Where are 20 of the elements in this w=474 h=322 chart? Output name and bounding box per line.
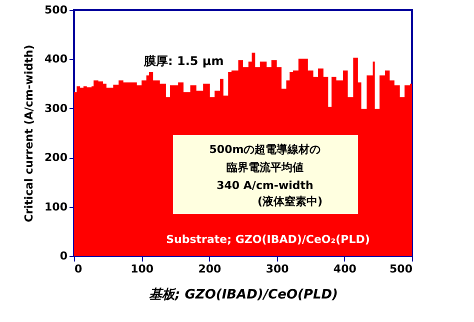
- annotation: 500mの超電導線材の: [209, 143, 321, 156]
- annotation: Substrate; GZO(IBAD)/CeO₂(PLD): [166, 233, 370, 246]
- x-tick-label: 0: [74, 262, 82, 276]
- annotation: (液体窒素中): [257, 195, 323, 208]
- x-tick-label: 500: [390, 262, 413, 276]
- annotation: 膜厚: 1.5 μm: [143, 54, 224, 68]
- y-tick-label: 400: [44, 52, 68, 66]
- annotation: 340 A/cm-width: [216, 179, 314, 192]
- annotation: 臨界電流平均値: [226, 161, 304, 174]
- y-tick-label: 200: [44, 151, 68, 164]
- y-tick-label: 300: [44, 102, 68, 115]
- y-tick-label: 500: [44, 4, 68, 16]
- y-axis-title: Critical current (A/cm-width): [22, 44, 36, 222]
- y-tick-label: 100: [44, 200, 68, 214]
- x-tick-label: 200: [198, 262, 222, 276]
- x-tick-label: 400: [333, 262, 357, 276]
- y-tick-label: 0: [60, 250, 68, 262]
- x-tick-label: 300: [266, 262, 290, 276]
- x-tick-label: 100: [130, 262, 154, 276]
- x-axis-title: 基板; GZO(IBAD)/CeO(PLD): [149, 288, 338, 302]
